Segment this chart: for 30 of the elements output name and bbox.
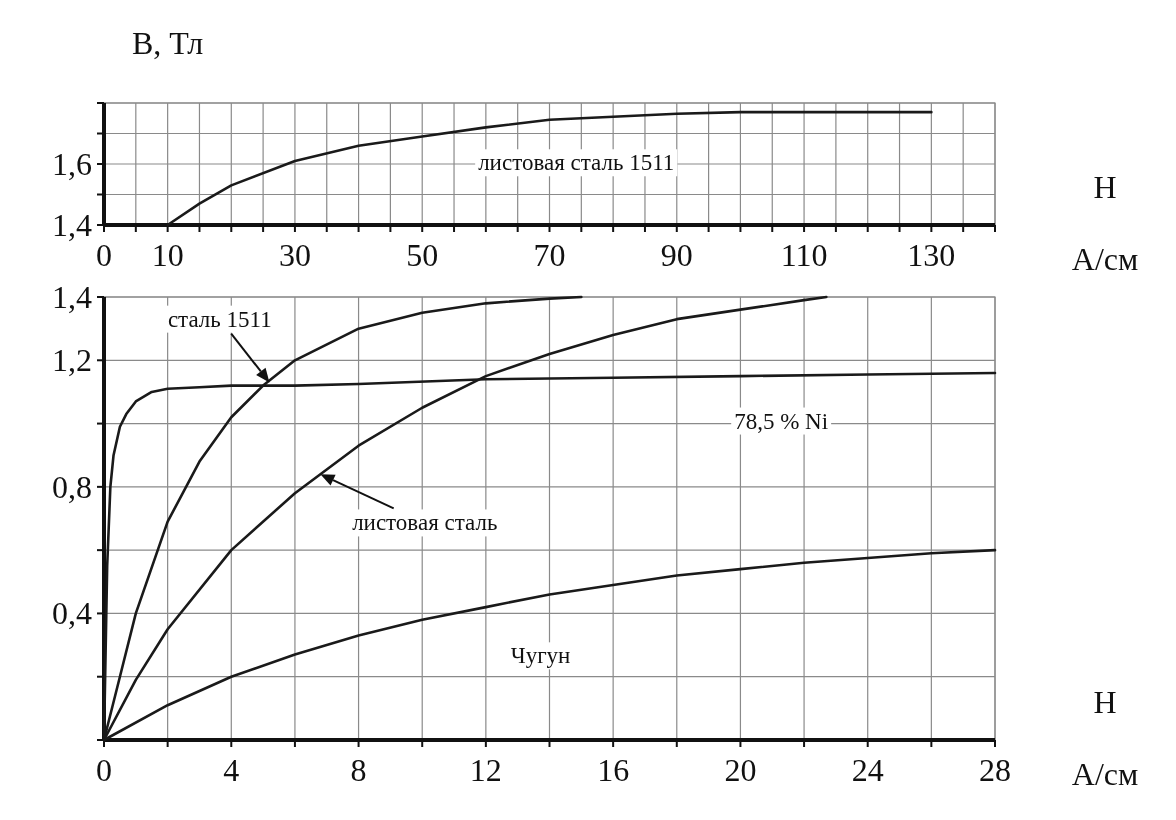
x-tick-label: 20 bbox=[724, 752, 757, 788]
annotation: листовая сталь bbox=[352, 510, 498, 536]
x-tick-label: 24 bbox=[851, 752, 884, 788]
x-tick-label: 50 bbox=[406, 237, 439, 273]
x-tick-label: 70 bbox=[533, 237, 566, 273]
x-tick-label: 0 bbox=[96, 752, 112, 788]
x-tick-label: 0 bbox=[96, 237, 112, 273]
annotation: сталь 1511 bbox=[167, 306, 272, 332]
y-tick-label: 1,4 bbox=[52, 279, 92, 315]
annotation: листовая сталь 1511 bbox=[478, 150, 675, 176]
x-tick-label: 16 bbox=[597, 752, 630, 788]
y-axis-title: B, Тл bbox=[132, 25, 204, 61]
y-tick-label: 0,4 bbox=[52, 595, 92, 632]
y-tick-label: 0,8 bbox=[52, 468, 92, 505]
x-tick-label: 130 bbox=[907, 237, 956, 273]
x-tick-label: 10 bbox=[151, 237, 184, 273]
x-tick-label: 110 bbox=[780, 237, 828, 273]
x-tick-label: 8 bbox=[350, 752, 367, 788]
annotation: Чугун bbox=[510, 643, 571, 669]
y-tick-label: 1,4 bbox=[52, 207, 92, 243]
x-tick-label: 28 bbox=[979, 752, 1011, 788]
annotation: 78,5 % Ni bbox=[734, 408, 829, 434]
x-tick-label: 30 bbox=[278, 237, 311, 273]
x-axis-title: H А/см bbox=[1071, 684, 1139, 792]
x-tick-label: 90 bbox=[660, 237, 693, 273]
x-tick-label: 12 bbox=[469, 752, 502, 788]
x-axis-title: H А/см bbox=[1071, 169, 1139, 277]
y-tick-label: 1,2 bbox=[52, 342, 92, 379]
x-tick-label: 4 bbox=[223, 752, 240, 788]
y-tick-label: 1,6 bbox=[52, 146, 92, 182]
